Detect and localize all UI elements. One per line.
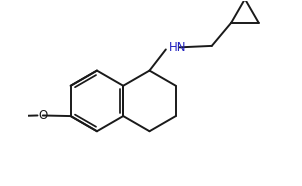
Text: HN: HN [169, 41, 187, 54]
Text: O: O [38, 109, 47, 122]
